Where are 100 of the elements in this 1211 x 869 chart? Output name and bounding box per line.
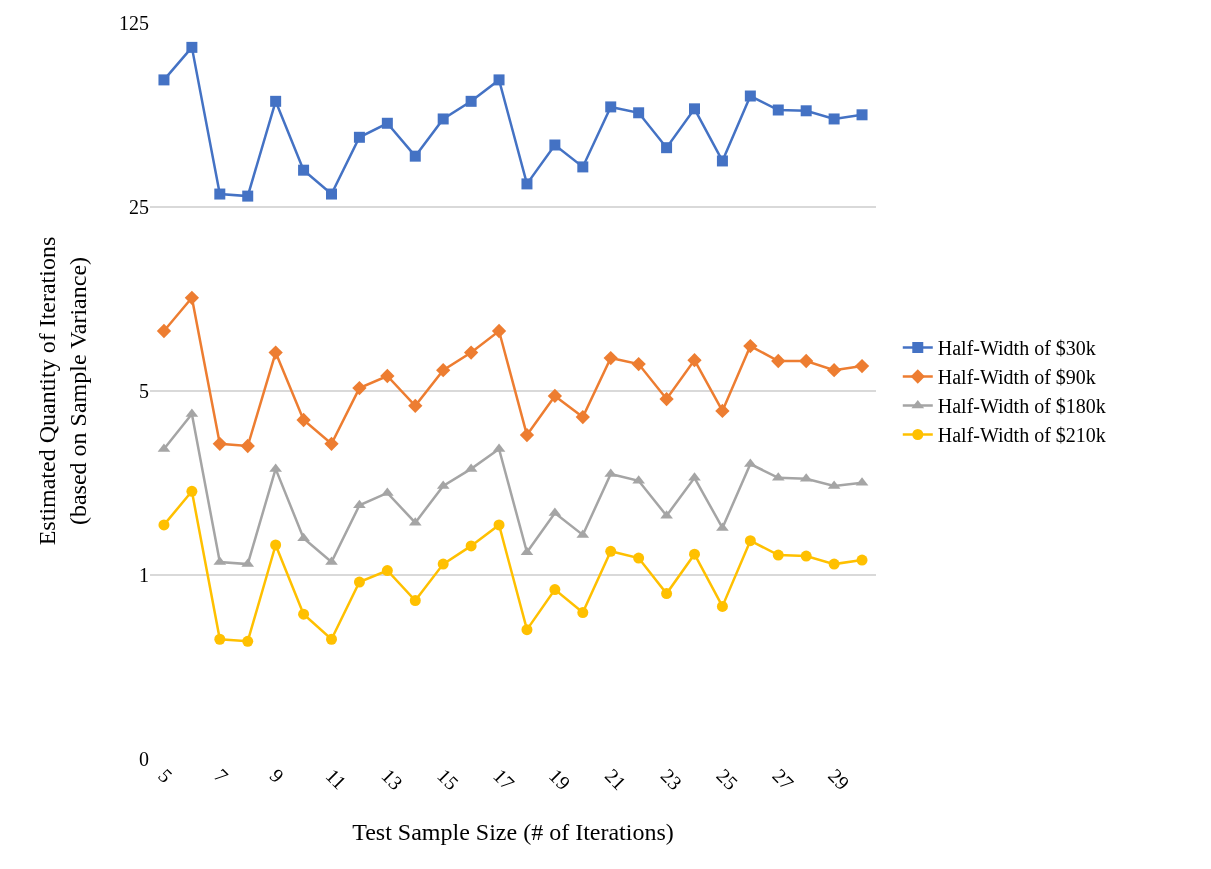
y-tick-label: 25 bbox=[129, 196, 149, 218]
point bbox=[408, 398, 423, 414]
point bbox=[214, 633, 226, 645]
point bbox=[437, 113, 449, 125]
point bbox=[521, 624, 533, 636]
point bbox=[771, 353, 786, 369]
point bbox=[772, 549, 784, 561]
point bbox=[465, 540, 477, 552]
point bbox=[409, 595, 421, 607]
x-tick-label: 27 bbox=[768, 764, 799, 795]
point bbox=[800, 550, 812, 562]
x-tick-label: 5 bbox=[154, 764, 177, 787]
point bbox=[661, 588, 673, 600]
x-tick-label: 13 bbox=[377, 764, 408, 795]
point bbox=[158, 74, 170, 86]
point bbox=[493, 519, 505, 531]
point bbox=[158, 519, 170, 531]
point bbox=[689, 548, 700, 560]
point bbox=[214, 188, 226, 200]
point bbox=[381, 565, 393, 577]
legend-label: Half-Width of $30k bbox=[937, 337, 1096, 360]
point bbox=[519, 427, 535, 443]
point bbox=[659, 391, 674, 407]
x-tick-label: 21 bbox=[600, 764, 631, 795]
y-axis-title: Estimated Quantity of Iterations (based on Sample Variance) bbox=[33, 236, 92, 546]
point bbox=[184, 290, 200, 305]
point bbox=[186, 485, 198, 497]
point bbox=[156, 323, 172, 339]
point bbox=[520, 546, 534, 556]
point bbox=[603, 350, 618, 366]
point bbox=[380, 368, 395, 384]
point bbox=[549, 139, 561, 151]
point bbox=[605, 101, 617, 113]
point bbox=[633, 552, 645, 564]
point bbox=[353, 131, 365, 143]
point bbox=[743, 338, 758, 354]
point bbox=[186, 41, 198, 53]
point bbox=[296, 412, 311, 428]
point bbox=[212, 436, 227, 451]
point bbox=[381, 117, 393, 129]
y-tick-label: 0 bbox=[139, 748, 149, 770]
point bbox=[268, 345, 283, 360]
point bbox=[437, 558, 449, 570]
legend-label: Half-Width of $90k bbox=[937, 366, 1096, 389]
x-tick-label: 11 bbox=[321, 764, 351, 794]
legend-label: Half-Width of $210k bbox=[937, 424, 1106, 447]
point bbox=[633, 107, 645, 119]
point bbox=[800, 105, 812, 117]
point bbox=[799, 353, 814, 369]
legend-label: Half-Width of $180k bbox=[937, 395, 1106, 418]
point bbox=[353, 576, 365, 588]
point bbox=[631, 356, 646, 372]
point bbox=[856, 554, 868, 566]
x-tick-label: 17 bbox=[489, 764, 519, 795]
point bbox=[270, 539, 282, 551]
point bbox=[465, 95, 477, 107]
point bbox=[521, 178, 533, 190]
x-tick-label: 7 bbox=[209, 764, 233, 787]
point bbox=[687, 352, 702, 368]
point bbox=[772, 104, 784, 116]
point bbox=[463, 345, 479, 360]
point bbox=[744, 535, 756, 547]
point bbox=[577, 607, 589, 619]
point bbox=[605, 545, 617, 557]
x-tick-label: 9 bbox=[265, 764, 289, 787]
x-axis-title: Test Sample Size (# of Iterations) bbox=[352, 819, 674, 846]
point bbox=[326, 633, 337, 645]
point bbox=[270, 95, 282, 107]
point bbox=[436, 363, 451, 378]
point bbox=[715, 403, 730, 419]
point bbox=[242, 190, 254, 202]
point bbox=[242, 635, 254, 647]
x-tick-label: 29 bbox=[824, 764, 854, 795]
x-tick-label: 15 bbox=[433, 764, 463, 795]
point bbox=[661, 142, 673, 154]
point bbox=[716, 155, 728, 167]
point bbox=[575, 409, 590, 425]
point bbox=[353, 499, 366, 509]
point bbox=[549, 584, 561, 596]
point bbox=[352, 380, 367, 396]
point bbox=[828, 113, 840, 125]
x-tick-label: 19 bbox=[544, 764, 575, 795]
y-tick-label: 1 bbox=[139, 564, 149, 586]
point bbox=[298, 608, 310, 620]
point bbox=[409, 150, 421, 162]
point bbox=[826, 363, 842, 378]
point bbox=[689, 103, 700, 115]
point bbox=[491, 323, 507, 339]
point bbox=[324, 436, 339, 451]
x-tick-label: 25 bbox=[712, 764, 743, 795]
point bbox=[298, 164, 310, 176]
point bbox=[547, 388, 563, 404]
point bbox=[493, 74, 505, 86]
point bbox=[326, 188, 337, 200]
point bbox=[577, 161, 589, 173]
point bbox=[828, 558, 840, 570]
y-tick-label: 5 bbox=[139, 380, 149, 402]
point bbox=[716, 600, 728, 612]
y-tick-label: 125 bbox=[119, 12, 149, 34]
x-tick-label: 23 bbox=[656, 764, 687, 795]
